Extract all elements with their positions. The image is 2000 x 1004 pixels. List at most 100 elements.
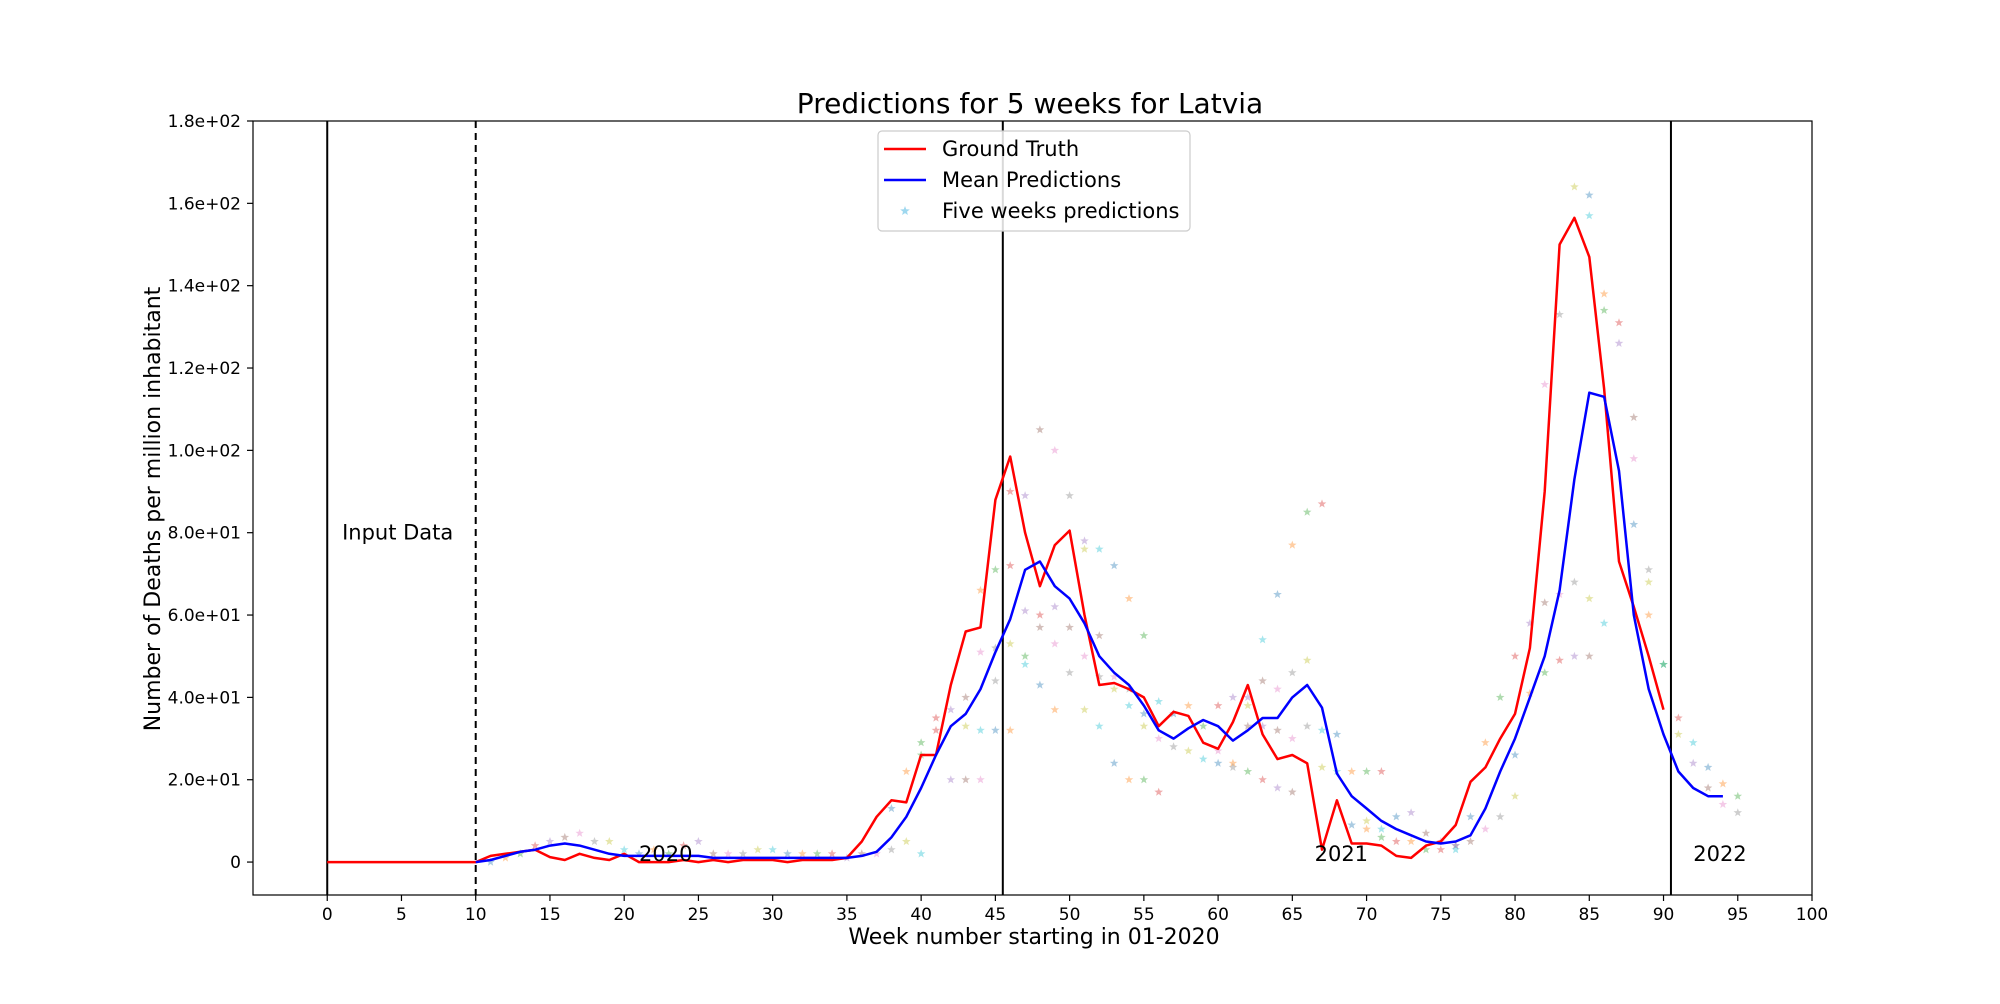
prediction-star-point	[1332, 729, 1342, 739]
prediction-star-point	[1243, 767, 1253, 776]
prediction-star-point	[1050, 639, 1060, 648]
prediction-star-point	[1510, 750, 1520, 759]
prediction-star-point	[961, 721, 970, 730]
prediction-star-point	[1288, 668, 1297, 677]
prediction-star-point	[1347, 767, 1356, 776]
x-tick-label: 20	[613, 905, 635, 925]
axes: 0 5 10 15 20 25 30 35 40 45 50 55 60 65 70 75 80 85 90 95 10…	[168, 112, 1829, 925]
x-tick-label: 50	[1059, 905, 1081, 925]
prediction-star-point	[1302, 721, 1312, 730]
prediction-star-point	[1674, 713, 1683, 722]
prediction-star-point	[976, 647, 985, 656]
prediction-star-point	[1644, 610, 1653, 619]
prediction-star-point	[1288, 734, 1297, 743]
prediction-star-point	[827, 849, 837, 858]
axes-frame	[252, 120, 1813, 896]
legend: Ground Truth Mean Predictions Five weeks p…	[877, 130, 1191, 232]
prediction-star-point	[798, 849, 807, 858]
prediction-star-point	[1703, 762, 1713, 771]
prediction-star-point	[694, 837, 703, 846]
prediction-star-point	[1629, 454, 1639, 463]
prediction-star-point	[1659, 659, 1668, 669]
prediction-star-point	[1540, 380, 1549, 389]
prediction-star-point	[1228, 758, 1238, 767]
prediction-star-point	[1243, 701, 1253, 710]
x-tick-label: 45	[985, 905, 1007, 925]
prediction-star-point	[1228, 692, 1238, 701]
prediction-star-point	[902, 767, 911, 776]
prediction-star-point	[1585, 211, 1594, 220]
prediction-star-point	[1124, 775, 1134, 784]
prediction-star-point	[946, 775, 956, 784]
prediction-star-point	[1436, 845, 1446, 854]
prediction-star-point	[1585, 594, 1594, 603]
prediction-star-point	[812, 849, 822, 858]
prediction-star-point	[1124, 594, 1134, 603]
prediction-star-point	[1555, 655, 1564, 664]
prediction-star-point	[501, 853, 510, 862]
prediction-star-point	[1199, 721, 1208, 730]
prediction-star-point	[1050, 445, 1060, 454]
prediction-star-point	[1273, 783, 1282, 792]
x-tick-label: 65	[1282, 905, 1304, 925]
x-tick-label: 70	[1356, 905, 1378, 925]
x-axis-title: Week number starting in 01-2020	[848, 925, 1219, 950]
prediction-star-point	[1451, 845, 1460, 854]
prediction-star-point	[1525, 688, 1535, 697]
prediction-star-point	[1392, 837, 1401, 846]
prediction-star-point	[1495, 812, 1505, 821]
prediction-star-point	[1718, 799, 1728, 809]
x-tick-label: 90	[1653, 905, 1675, 925]
legend-box	[877, 130, 1191, 232]
prediction-star-point	[1644, 577, 1653, 586]
prediction-star-point	[530, 841, 540, 850]
prediction-star-point	[1288, 540, 1297, 549]
prediction-star-point	[738, 849, 748, 858]
prediction-star-point	[1510, 791, 1520, 800]
prediction-star-point	[575, 828, 584, 837]
prediction-star-point	[1080, 544, 1089, 553]
x-tick-label: 15	[539, 905, 561, 925]
prediction-star-point	[1317, 499, 1327, 508]
prediction-star-point	[1020, 651, 1030, 660]
prediction-star-point	[1377, 832, 1386, 841]
legend-label-five-weeks-predictions: Five weeks predictions	[942, 199, 1180, 223]
prediction-star-point	[1302, 507, 1312, 516]
prediction-star-point	[1035, 680, 1045, 689]
prediction-star-point	[1035, 425, 1045, 434]
prediction-star-point	[991, 565, 1000, 574]
annotation-label: Input Data	[342, 521, 453, 545]
annotation-label: 2020	[639, 842, 692, 866]
prediction-star-point	[1139, 721, 1149, 730]
prediction-star-point	[1005, 561, 1015, 570]
prediction-star-point	[1392, 812, 1401, 821]
prediction-star-point	[1317, 762, 1327, 771]
prediction-star-point	[545, 837, 555, 846]
prediction-star-point	[1629, 520, 1639, 529]
prediction-star-point	[1525, 618, 1535, 627]
prediction-star-point	[916, 849, 926, 858]
prediction-star-point	[1362, 767, 1371, 776]
x-tick-label: 95	[1727, 905, 1749, 925]
prediction-star-point	[619, 845, 629, 854]
prediction-star-point	[1095, 544, 1104, 553]
prediction-star-point	[783, 849, 792, 858]
prediction-star-point	[1035, 610, 1045, 619]
prediction-star-point	[1629, 412, 1639, 422]
prediction-star-point	[946, 705, 956, 714]
prediction-star-point	[1184, 746, 1193, 755]
prediction-star-point	[1688, 738, 1698, 747]
prediction-star-point	[768, 845, 777, 854]
y-tick-label: 8.0e+01	[168, 524, 241, 544]
prediction-star-point	[1154, 734, 1163, 743]
prediction-star-point	[1109, 684, 1119, 693]
x-tick-label: 0	[322, 905, 333, 925]
prediction-star-point	[1213, 701, 1223, 710]
prediction-star-point	[1095, 631, 1104, 640]
prediction-star-point	[1362, 816, 1371, 825]
prediction-star-point	[1243, 692, 1253, 701]
annotation-label: 2022	[1693, 842, 1746, 866]
prediction-star-point	[1421, 845, 1431, 854]
prediction-star-point	[1005, 487, 1015, 496]
